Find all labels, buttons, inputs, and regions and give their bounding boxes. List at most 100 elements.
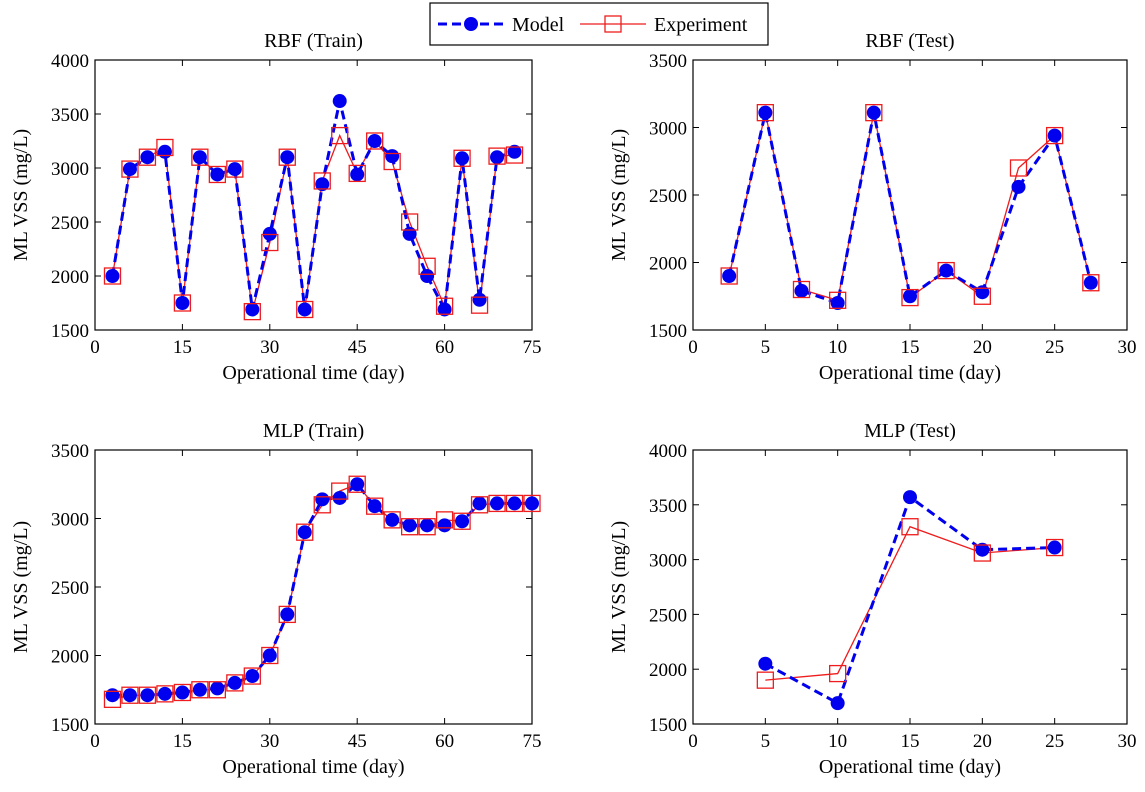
series-experiment-line	[728, 112, 1092, 302]
x-tick-label: 0	[90, 337, 100, 358]
chart-rbf-test: 0 5 10 15 20 25 30 1500 2000 2500 3000 3500 RBF (Tes…	[608, 30, 1137, 384]
experiment-point	[1082, 274, 1100, 292]
experiment-point	[453, 512, 471, 530]
x-tick-label: 30	[1118, 337, 1137, 358]
model-point	[1083, 275, 1098, 290]
model-point	[385, 512, 400, 527]
model-point	[455, 514, 470, 529]
y-axis-label: ML VSS (mg/L)	[10, 129, 32, 261]
y-tick-label: 4000	[649, 441, 687, 462]
model-point	[507, 496, 522, 511]
model-point	[367, 499, 382, 514]
model-point	[105, 269, 120, 283]
experiment-point	[829, 664, 847, 683]
x-tick-label: 30	[260, 731, 279, 752]
experiment-point	[156, 685, 174, 703]
model-point	[332, 94, 347, 109]
chart-title: RBF (Test)	[865, 30, 954, 52]
experiment-point	[756, 671, 774, 689]
y-tick-label: 1500	[649, 321, 687, 342]
experiment-point	[278, 605, 296, 624]
model-point	[350, 167, 365, 182]
x-tick-label: 0	[90, 731, 100, 752]
chart-rbf-train: 0 15 30 45 60 75 1500 2000 2500 3000 3500 4000 RBF (…	[10, 30, 542, 384]
experiment-point	[400, 213, 419, 231]
model-point	[866, 105, 881, 120]
y-tick-label: 3000	[649, 119, 687, 140]
x-axis-label: Operational time (day)	[222, 756, 404, 778]
chart-mlp-test: 0 5 10 15 20 25 30 1500 2000 2500 3000 3500 4000 MLP …	[608, 420, 1137, 778]
y-tick-label: 3500	[649, 51, 687, 72]
model-point	[315, 492, 330, 507]
model-point	[210, 681, 225, 696]
x-tick-label: 20	[973, 731, 992, 752]
x-tick-label: 0	[688, 731, 698, 752]
experiment-point	[937, 261, 955, 280]
x-axis-label: Operational time (day)	[819, 362, 1001, 384]
model-point	[490, 150, 505, 165]
experiment-point	[901, 518, 919, 536]
model-point	[350, 477, 365, 492]
model-point	[297, 525, 312, 540]
model-point	[297, 302, 312, 317]
x-tick-label: 15	[173, 337, 192, 358]
model-point	[507, 144, 522, 159]
experiment-point	[313, 172, 331, 190]
x-tick-label: 15	[173, 731, 192, 752]
experiment-point	[208, 165, 227, 184]
legend-model-label: Model	[512, 14, 565, 36]
model-point	[245, 302, 260, 317]
x-tick-label: 45	[348, 731, 367, 752]
chart-mlp-train: 0 15 30 45 60 75 1500 2000 2500 3000 3500 MLP (Trai…	[10, 420, 542, 778]
model-point	[105, 688, 120, 703]
experiment-point	[348, 475, 366, 493]
legend-experiment-marker	[604, 15, 622, 33]
model-point	[122, 688, 137, 703]
model-point	[975, 542, 990, 557]
series-model-line	[727, 112, 1093, 305]
x-tick-label: 15	[901, 731, 920, 752]
experiment-point	[1009, 159, 1028, 177]
experiment-point	[103, 690, 122, 708]
y-tick-label: 3500	[649, 496, 687, 517]
model-point	[1011, 179, 1026, 194]
model-point	[157, 144, 172, 159]
model-point	[315, 177, 330, 192]
x-tick-label: 10	[828, 731, 847, 752]
experiment-point	[435, 511, 454, 529]
experiment-point	[121, 160, 139, 178]
y-tick-label: 3500	[51, 105, 89, 126]
experiment-point	[792, 280, 811, 299]
experiment-point	[720, 267, 738, 285]
experiment-point	[470, 296, 489, 314]
y-tick-label: 3000	[51, 510, 89, 531]
experiment-point	[191, 148, 209, 166]
experiment-point	[383, 511, 401, 529]
model-point	[227, 675, 242, 690]
y-tick-label: 2500	[649, 186, 687, 207]
x-tick-label: 60	[435, 337, 454, 358]
y-tick-label: 3000	[649, 551, 687, 572]
model-point	[437, 518, 452, 533]
experiment-point	[261, 646, 279, 665]
series-experiment-line	[765, 525, 1055, 681]
y-tick-label: 1500	[51, 715, 89, 736]
model-point	[758, 656, 773, 671]
model-point	[140, 688, 155, 703]
model-point	[830, 296, 845, 310]
legend-experiment-label: Experiment	[654, 14, 748, 36]
model-point	[402, 518, 417, 533]
plot-frame	[94, 59, 533, 331]
experiment-point	[243, 302, 261, 321]
experiment-point	[829, 291, 847, 309]
model-point	[472, 292, 487, 307]
experiment-point	[296, 523, 314, 541]
model-point	[437, 302, 452, 317]
model-point	[903, 490, 917, 505]
model-point	[192, 682, 207, 697]
model-point	[939, 263, 954, 278]
y-axis-label: ML VSS (mg/L)	[608, 521, 630, 653]
experiment-point	[138, 686, 157, 704]
